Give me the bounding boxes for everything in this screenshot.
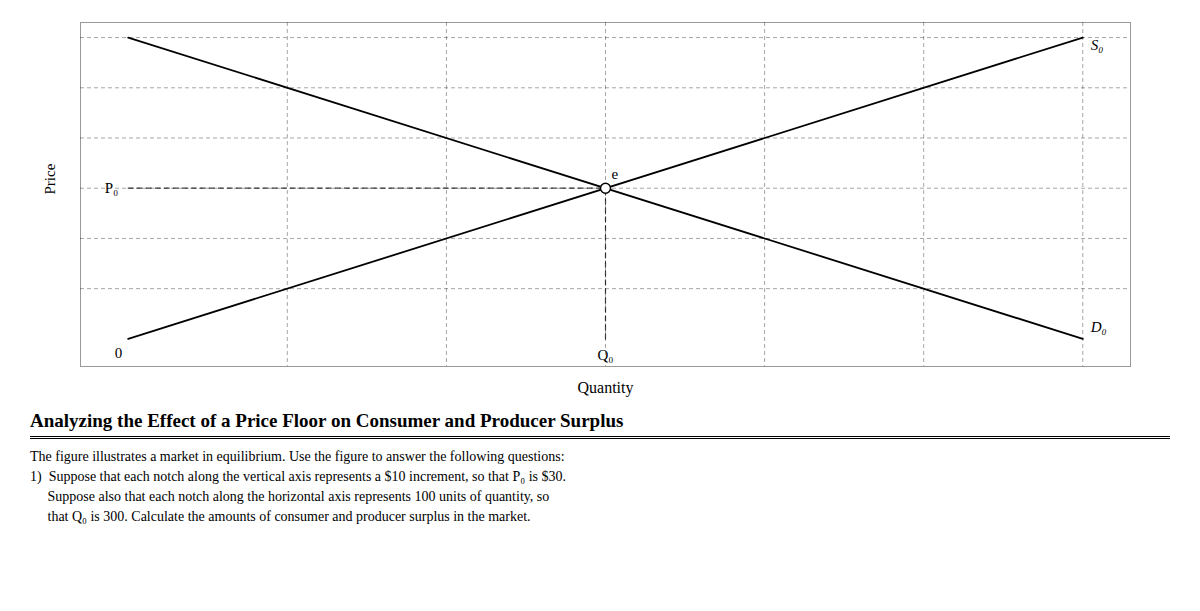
svg-text:D₀: D₀ (1090, 319, 1107, 335)
svg-text:Price: Price (42, 163, 58, 194)
html-text:that Q₀ is 300. Calculate the: that Q₀ is 300. Calculate the amounts of… (30, 509, 531, 524)
html-text:Analyzing the Effect of a Pric: Analyzing the Effect of a Price Floor on… (30, 410, 624, 431)
svg-text:Quantity: Quantity (578, 379, 634, 397)
svg-text:P₀: P₀ (105, 180, 119, 196)
svg-text:S₀: S₀ (1091, 37, 1104, 53)
html-text:The figure illustrates a marke: The figure illustrates a market in equil… (30, 449, 565, 464)
html-text:Suppose also that each notch a: Suppose also that each notch along the h… (30, 489, 550, 504)
svg-text:Q₀: Q₀ (597, 347, 613, 363)
html-text:1) Suppose that each notch alo: 1) Suppose that each notch along the ver… (30, 469, 566, 484)
svg-text:e: e (612, 166, 619, 182)
svg-text:0: 0 (115, 345, 123, 361)
